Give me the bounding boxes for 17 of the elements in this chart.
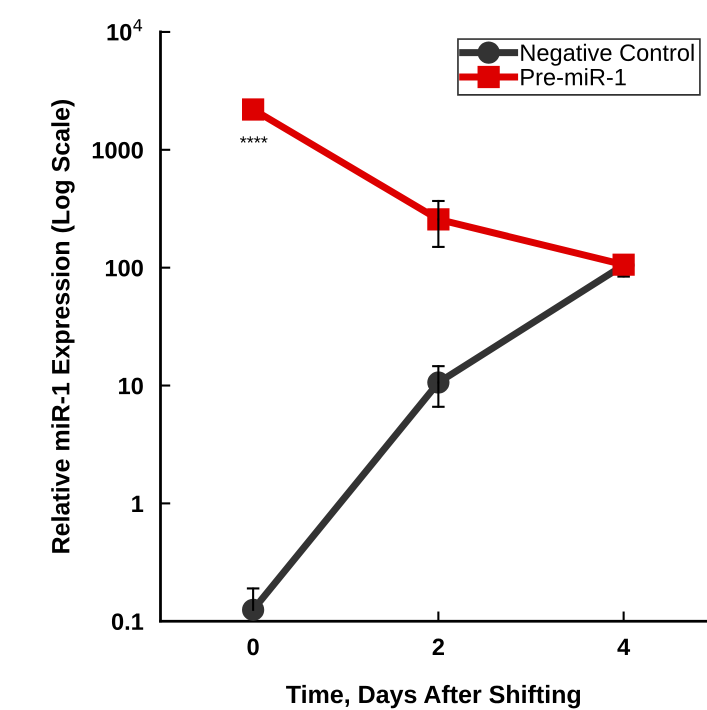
y-tick-label: 10$^{4}$ <box>108 19 142 41</box>
y-tick-label: 0.1 <box>112 613 144 630</box>
point <box>242 98 264 121</box>
y-tick-label: 100 <box>106 260 143 276</box>
legend-label: Negative Control <box>521 44 694 66</box>
y-tick-label: 1 <box>132 496 144 512</box>
x-tick-label: 2 <box>432 638 444 656</box>
annotation: **** <box>240 136 268 143</box>
point <box>427 208 450 230</box>
x-tick-label: 0 <box>247 638 259 656</box>
x-tick-label: 4 <box>617 638 630 656</box>
y-axis-title: Relative miR-1 Expression (Log Scale) <box>51 100 75 553</box>
legend-label: Pre-miR-1 <box>521 68 626 86</box>
x-axis-title: Time, Days After Shifting <box>286 684 580 708</box>
y-tick-label: 1000 <box>92 142 143 159</box>
y-tick-label: 10 <box>119 378 143 394</box>
point <box>242 598 264 621</box>
